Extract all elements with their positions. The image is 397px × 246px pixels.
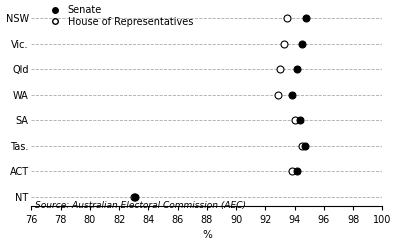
Point (297, 118, 304, 122)
Point (291, 118, 298, 122)
Text: Source: Australian Electoral Commission (AEC): Source: Australian Electoral Commission … (35, 201, 246, 210)
Point (132, 195, 139, 199)
X-axis label: %: % (202, 231, 212, 240)
Point (131, 195, 137, 199)
Point (294, 169, 301, 173)
Point (289, 169, 295, 173)
Point (303, 16, 309, 20)
Point (275, 93, 281, 97)
Point (302, 144, 308, 148)
Point (284, 16, 291, 20)
Legend: Senate, House of Representatives: Senate, House of Representatives (46, 5, 193, 27)
Point (281, 42, 287, 46)
Point (294, 67, 301, 71)
Point (299, 42, 305, 46)
Point (299, 144, 305, 148)
Point (289, 93, 295, 97)
Point (277, 67, 283, 71)
